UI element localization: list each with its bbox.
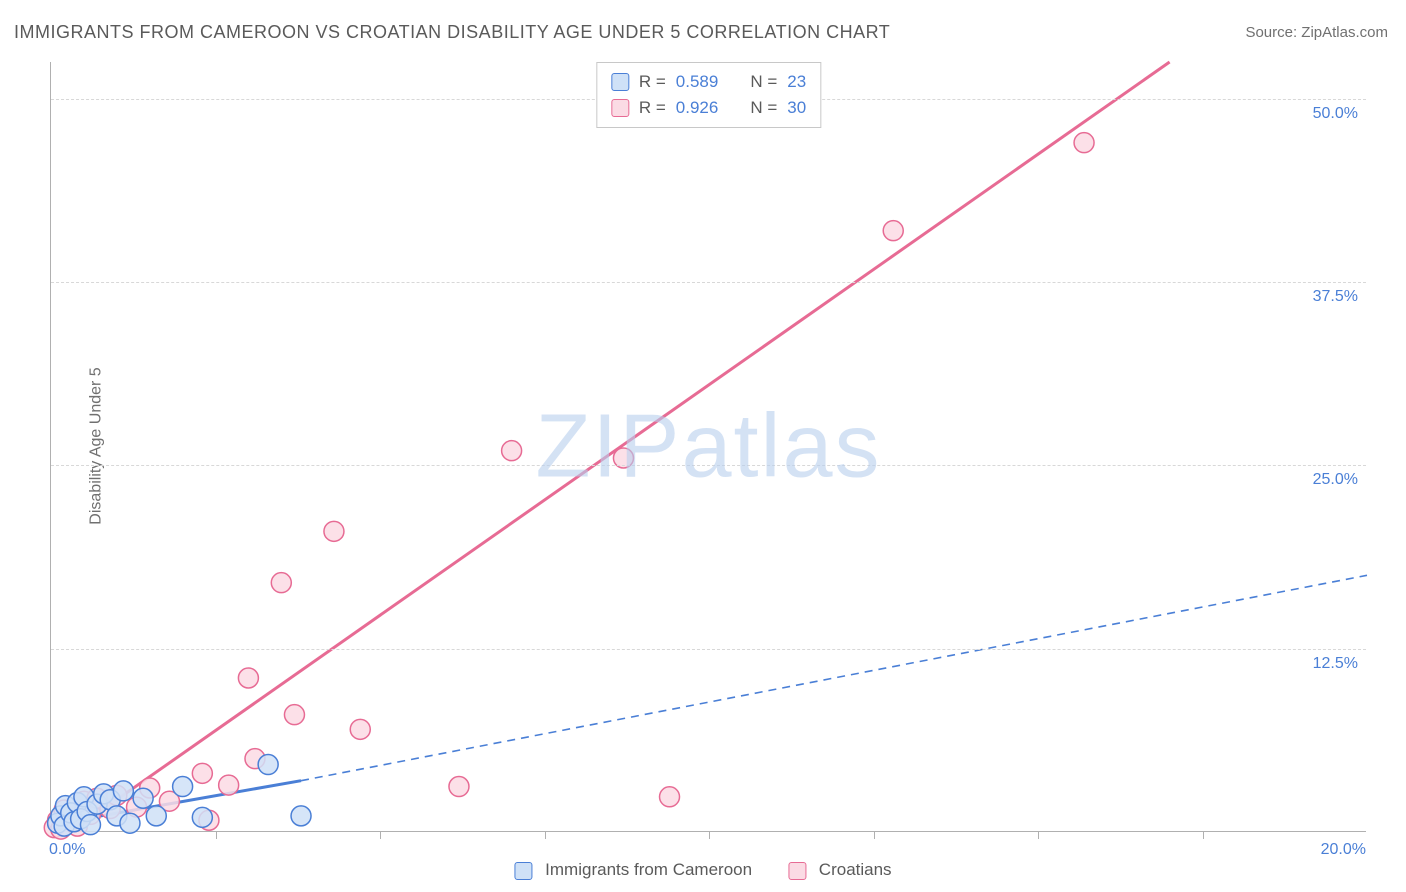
data-point <box>238 668 258 688</box>
regression-line-cameroon-dashed <box>301 575 1367 780</box>
legend-n-value-cameroon: 23 <box>787 69 806 95</box>
x-tick <box>1203 831 1204 839</box>
data-point <box>173 777 193 797</box>
data-point <box>350 719 370 739</box>
data-point <box>120 813 140 833</box>
data-point <box>324 521 344 541</box>
legend-r-label: R = <box>639 95 666 121</box>
data-point <box>284 705 304 725</box>
series-legend: Immigrants from Cameroon Croatians <box>514 860 891 880</box>
legend-n-label: N = <box>750 69 777 95</box>
plot-svg <box>51 62 1366 831</box>
x-tick <box>1038 831 1039 839</box>
chart-container: IMMIGRANTS FROM CAMEROON VS CROATIAN DIS… <box>0 0 1406 892</box>
legend-row-cameroon: R = 0.589 N = 23 <box>611 69 806 95</box>
data-point <box>1074 133 1094 153</box>
x-tick-label-min: 0.0% <box>49 841 85 859</box>
gridline <box>51 282 1366 283</box>
y-tick-label: 50.0% <box>1313 105 1358 123</box>
y-tick-label: 37.5% <box>1313 288 1358 306</box>
data-point <box>449 777 469 797</box>
data-point <box>146 806 166 826</box>
data-point <box>192 807 212 827</box>
plot-area: ZIPatlas R = 0.589 N = 23 R = 0.926 N = … <box>50 62 1366 832</box>
data-point <box>271 573 291 593</box>
x-tick <box>380 831 381 839</box>
x-tick <box>545 831 546 839</box>
swatch-cameroon-icon <box>611 73 629 91</box>
data-point <box>80 815 100 835</box>
y-tick-label: 12.5% <box>1313 655 1358 673</box>
gridline <box>51 649 1366 650</box>
legend-n-label: N = <box>750 95 777 121</box>
chart-title: IMMIGRANTS FROM CAMEROON VS CROATIAN DIS… <box>14 22 890 43</box>
data-point <box>291 806 311 826</box>
swatch-croatians-icon <box>611 99 629 117</box>
legend-item-cameroon: Immigrants from Cameroon <box>514 860 752 880</box>
data-point <box>113 781 133 801</box>
swatch-croatians-icon <box>788 862 806 880</box>
legend-item-croatians: Croatians <box>788 860 892 880</box>
gridline <box>51 465 1366 466</box>
data-point <box>219 775 239 795</box>
data-point <box>502 441 522 461</box>
x-tick <box>874 831 875 839</box>
x-tick-label-max: 20.0% <box>1321 841 1366 859</box>
legend-row-croatians: R = 0.926 N = 30 <box>611 95 806 121</box>
y-tick-label: 25.0% <box>1313 471 1358 489</box>
legend-n-value-croatians: 30 <box>787 95 806 121</box>
data-point <box>660 787 680 807</box>
legend-r-value-cameroon: 0.589 <box>676 69 719 95</box>
regression-line-croatians <box>71 62 1170 832</box>
legend-r-value-croatians: 0.926 <box>676 95 719 121</box>
legend-label-cameroon: Immigrants from Cameroon <box>545 860 752 879</box>
data-point <box>258 755 278 775</box>
data-point <box>192 763 212 783</box>
x-tick <box>709 831 710 839</box>
correlation-legend: R = 0.589 N = 23 R = 0.926 N = 30 <box>596 62 821 128</box>
source-attribution: Source: ZipAtlas.com <box>1245 24 1388 41</box>
legend-r-label: R = <box>639 69 666 95</box>
data-point <box>133 788 153 808</box>
swatch-cameroon-icon <box>514 862 532 880</box>
x-tick <box>216 831 217 839</box>
data-point <box>883 221 903 241</box>
legend-label-croatians: Croatians <box>819 860 892 879</box>
